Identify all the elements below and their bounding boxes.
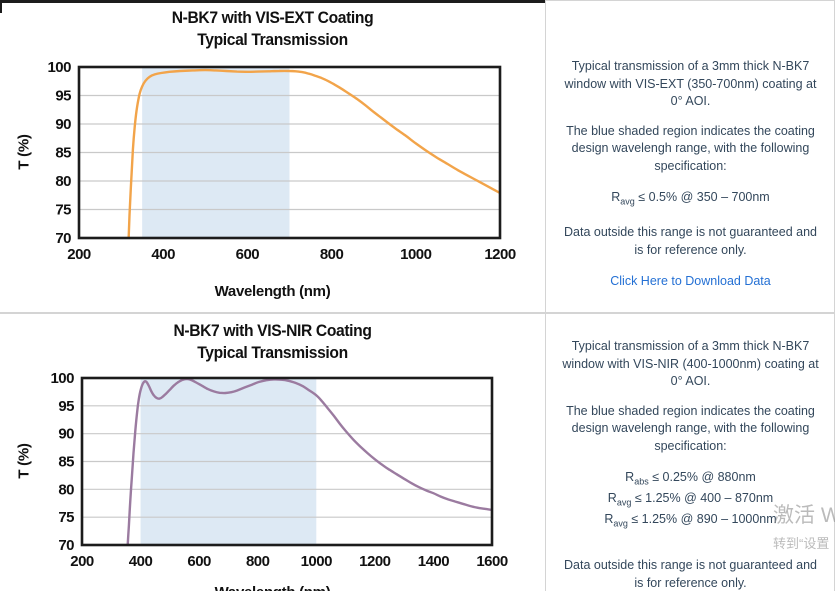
- curve-path: [126, 378, 492, 545]
- description-panel-vis-nir: Typical transmission of a 3mm thick N-BK…: [546, 314, 835, 591]
- y-tick-label: 70: [55, 230, 71, 247]
- spec-value: ≤ 0.5% @ 350 – 700nm: [634, 190, 770, 204]
- vertical-divider: [545, 0, 546, 591]
- spec-line: Rabs ≤ 0.25% @ 880nm: [558, 468, 823, 489]
- chart-frame-left-edge: [0, 0, 2, 13]
- spec-symbol: R: [625, 470, 635, 484]
- chart-title-line2: Typical Transmission: [197, 343, 348, 363]
- x-tick-label: 400: [151, 246, 175, 263]
- spec-subscript: avg: [616, 497, 632, 508]
- x-tick-label: 1000: [301, 553, 333, 570]
- y-tick-label: 80: [58, 481, 74, 498]
- chart-card-vis-nir: N-BK7 with VIS-NIR Coating Typical Trans…: [0, 313, 545, 591]
- chart-title-vis-ext: N-BK7 with VIS-EXT Coating Typical Trans…: [22, 7, 523, 52]
- x-tick-label: 600: [187, 553, 211, 570]
- spec-subscript: avg: [613, 518, 628, 529]
- x-axis-label: Wavelength (nm): [0, 584, 545, 591]
- transmission-plot-vis-ext: 70 75 80 85 90 95 100 200 400 600 800 1000 1200: [47, 59, 516, 263]
- x-axis-label: Wavelength (nm): [214, 283, 331, 300]
- spec-symbol: R: [611, 190, 621, 204]
- horizontal-divider: [0, 312, 835, 314]
- panel-intro-text: Typical transmission of a 3mm thick N-BK…: [562, 339, 819, 388]
- spec-line: Ravg ≤ 1.25% @ 400 – 870nm: [558, 489, 823, 510]
- x-tick-label: 1000: [400, 246, 432, 263]
- x-tick-label: 800: [320, 246, 344, 263]
- panel-specs: Ravg ≤ 0.5% @ 350 – 700nm: [558, 188, 823, 209]
- spec-value: ≤ 0.25% @ 880nm: [648, 470, 756, 484]
- x-tick-label: 1200: [484, 246, 516, 263]
- y-tick-label: 95: [58, 398, 74, 415]
- spec-line: Ravg ≤ 0.5% @ 350 – 700nm: [558, 188, 823, 209]
- panel-specs: Rabs ≤ 0.25% @ 880nm Ravg ≤ 1.25% @ 400 …: [558, 468, 823, 531]
- chart-title-line1: N-BK7 with VIS-NIR Coating: [173, 321, 372, 340]
- y-tick-label: 95: [55, 88, 71, 105]
- spec-line: Ravg ≤ 1.25% @ 890 – 1000nm: [558, 510, 823, 531]
- spec-subscript: abs: [634, 476, 649, 487]
- plot-frame: [80, 376, 494, 547]
- spec-value: ≤ 1.25% @ 890 – 1000nm: [627, 512, 777, 526]
- y-tick-label: 100: [50, 370, 74, 387]
- chart-card-vis-ext: N-BK7 with VIS-EXT Coating Typical Trans…: [0, 0, 545, 312]
- panel-intro-text: Typical transmission of a 3mm thick N-BK…: [564, 59, 817, 108]
- chart-frame-top-edge: [0, 0, 545, 3]
- spec-subscript: avg: [620, 196, 635, 207]
- x-tick-label: 400: [129, 553, 153, 570]
- panel-disclaimer: Data outside this range is not guarantee…: [564, 225, 817, 257]
- y-tick-label: 90: [58, 426, 74, 443]
- panel-shaded-note: The blue shaded region indicates the coa…: [566, 403, 815, 453]
- x-tick-label: 200: [70, 553, 94, 570]
- x-tick-label: 200: [67, 246, 91, 263]
- plot-frame: [77, 65, 502, 240]
- y-tick-label: 85: [58, 454, 74, 471]
- spec-value: ≤ 1.25% @ 400 – 870nm: [631, 491, 774, 505]
- x-tick-label: 1600: [476, 553, 508, 570]
- x-tick-label: 800: [246, 553, 270, 570]
- spec-symbol: R: [607, 491, 617, 505]
- y-tick-label: 100: [47, 59, 71, 76]
- x-tick-label: 1200: [359, 553, 391, 570]
- y-tick-label: 85: [55, 145, 71, 162]
- download-data-link[interactable]: Click Here to Download Data: [610, 274, 771, 288]
- transmission-plot-vis-nir: 70 75 80 85 90 95 100 200 400 600 800 1000 1200 1400 1…: [50, 370, 508, 570]
- x-tick-label: 1400: [418, 553, 450, 570]
- description-panel-vis-ext: Typical transmission of a 3mm thick N-BK…: [546, 0, 835, 312]
- x-tick-label: 600: [236, 246, 260, 263]
- panel-top-border: [546, 0, 835, 1]
- y-tick-label: 80: [55, 173, 71, 190]
- chart-title-line2: Typical Transmission: [197, 30, 348, 50]
- panel-disclaimer: Data outside this range is not guarantee…: [564, 558, 817, 590]
- spec-symbol: R: [604, 512, 614, 526]
- y-tick-label: 70: [58, 537, 74, 554]
- curve-path: [127, 68, 500, 238]
- chart-title-vis-nir: N-BK7 with VIS-NIR Coating Typical Trans…: [22, 320, 523, 365]
- chart-title-line1: N-BK7 with VIS-EXT Coating: [171, 8, 374, 27]
- y-tick-label: 90: [55, 116, 71, 133]
- y-tick-label: 75: [55, 202, 71, 219]
- y-tick-label: 75: [58, 509, 74, 526]
- panel-shaded-note: The blue shaded region indicates the coa…: [566, 123, 815, 173]
